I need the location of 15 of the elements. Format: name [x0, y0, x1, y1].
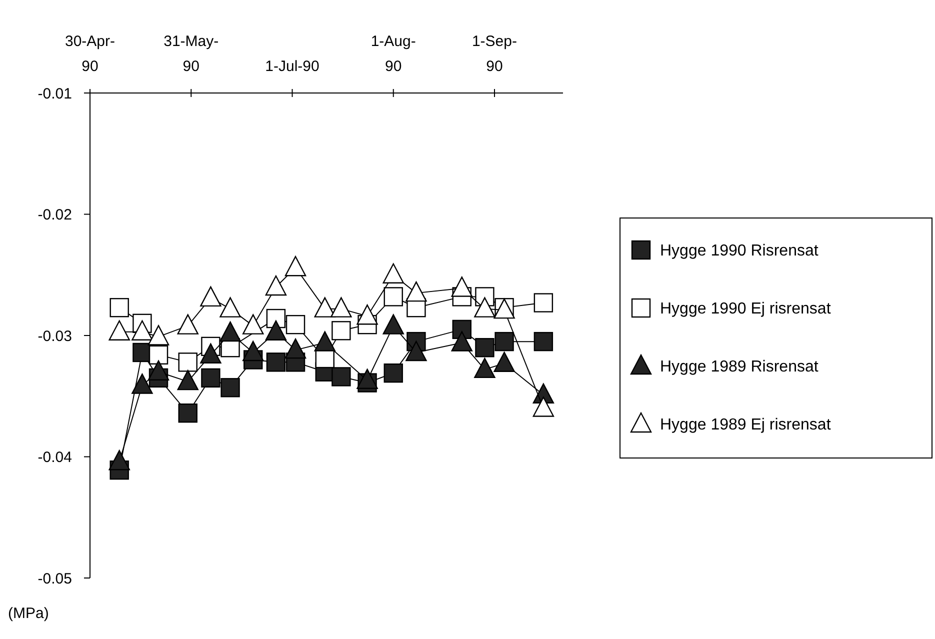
y-tick-label: -0.04 [38, 449, 72, 466]
y-tick-label: -0.02 [38, 206, 72, 224]
x-tick-label: 1-Aug- 90 [370, 33, 416, 75]
y-tick-label: -0.03 [38, 328, 72, 345]
legend-label: Hygge 1990 Risrensat [660, 242, 819, 260]
y-tick-label: -0.05 [38, 570, 72, 588]
x-tick-label: 1-Jul-90 [265, 58, 320, 75]
x-tick-label: 31-May- 90 [164, 33, 219, 75]
y-tick-label: -0.01 [38, 85, 72, 102]
y-axis-title: (MPa) [8, 605, 49, 622]
legend-label: Hygge 1990 Ej risrensat [660, 300, 832, 318]
legend-label: Hygge 1989 Ej risrensat [660, 416, 832, 434]
legend-label: Hygge 1989 Risrensat [660, 358, 819, 376]
x-tick-label: 1-Sep- 90 [472, 33, 518, 75]
x-tick-label: 30-Apr- 90 [64, 33, 116, 75]
